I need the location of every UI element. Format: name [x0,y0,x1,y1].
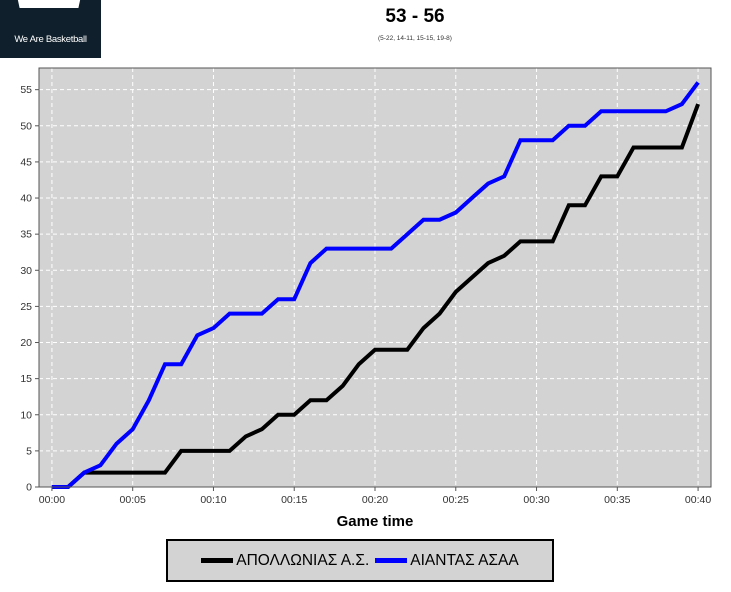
y-tick-label: 40 [20,193,32,205]
logo-tagline: We Are Basketball [14,34,87,45]
legend-label-team2: ΑΙΑΝΤΑΣ ΑΣΑΑ [410,551,519,569]
x-tick-label: 00:35 [604,494,630,506]
x-tick-label: 00:30 [523,494,549,506]
y-tick-label: 35 [20,229,32,241]
plot-frame [38,67,712,488]
x-tick-label: 00:00 [39,494,65,506]
y-tick-label: 45 [20,156,32,168]
y-tick-label: 10 [20,409,32,421]
x-tick-label: 00:20 [362,494,388,506]
y-tick-label: 5 [26,445,32,457]
logo-mark [14,0,84,8]
series-group [51,81,700,489]
x-tick-label: 00:40 [685,494,711,506]
y-tick-label: 50 [20,120,32,132]
series-line-1 [51,103,700,489]
x-tick-label: 00:05 [120,494,146,506]
x-tick-label: 00:10 [200,494,226,506]
legend-swatch-team2 [375,558,408,563]
x-tick-label: 00:25 [443,494,469,506]
gridlines [39,68,711,487]
y-tick-label: 25 [20,301,32,313]
plot-area [39,68,711,487]
y-tick-label: 15 [20,373,32,385]
legend-item-team2: ΑΙΑΝΤΑΣ ΑΣΑΑ [375,551,519,570]
axes: 0 5 10 15 20 25 30 35 40 45 50 55 00:00 00:05 00:10 00:… [20,67,712,506]
x-axis-label: Game time [337,513,414,530]
y-tick-label: 55 [20,84,32,96]
series-line-2 [51,81,700,489]
y-tick-label: 30 [20,265,32,277]
legend-label-team1: ΑΠΟΛΛΩΝΙΑΣ Α.Σ. [236,551,370,569]
y-tick-label: 20 [20,337,32,349]
legend: ΑΠΟΛΛΩΝΙΑΣ Α.Σ. ΑΙΑΝΤΑΣ ΑΣΑΑ [166,539,554,582]
final-score: 53 - 56 [385,6,445,27]
x-tick-label: 00:15 [281,494,307,506]
y-tick-label: 0 [26,482,32,494]
legend-item-team1: ΑΠΟΛΛΩΝΙΑΣ Α.Σ. [201,552,369,570]
quarter-scores: (5-22, 14-11, 15-15, 19-8) [378,35,452,42]
legend-swatch-team1 [201,558,234,563]
logo: We Are Basketball [0,0,101,58]
